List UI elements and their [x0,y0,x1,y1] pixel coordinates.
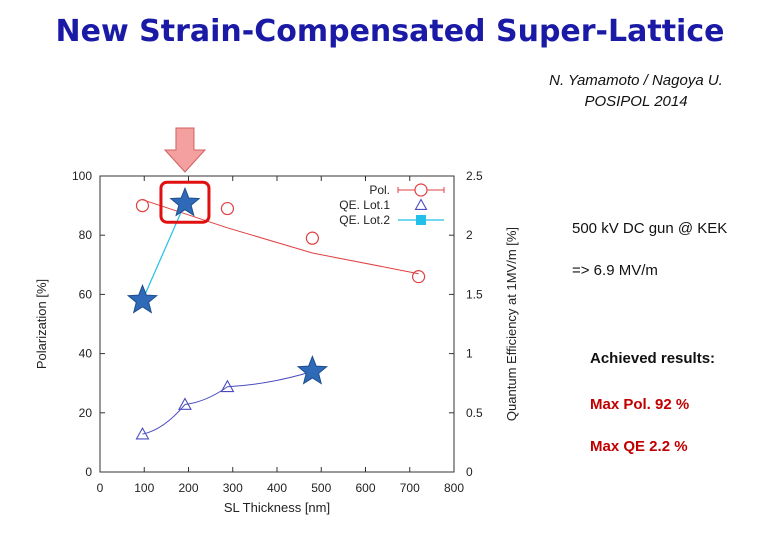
pol-point [220,201,235,216]
qe-lot1-fit-line [142,370,313,435]
note-field: => 6.9 MV/m [572,262,658,279]
results-heading: Achieved results: [590,350,716,367]
highlight-box [159,180,211,224]
note-gun: 500 kV DC gun @ KEK [572,220,728,237]
credit-block: N. Yamamoto / Nagoya U. POSIPOL 2014 [506,70,766,112]
highlight-star-icon [126,283,159,314]
legend-marker-qe-lot1 [414,198,428,210]
x-tick-label: 500 [311,481,331,495]
y-tick-label: 40 [79,347,93,361]
highlight-star-icon [169,186,201,217]
x-tick-label: 0 [97,481,104,495]
legend-label-qe-lot2: QE. Lot.2 [339,213,390,227]
y-tick-label: 100 [72,169,92,183]
y2-tick-label: 0.5 [466,406,483,420]
y2-tick-label: 0 [466,465,473,479]
pol-point [135,199,150,213]
result-max-pol: Max Pol. 92 % [590,396,690,413]
slide-title: New Strain-Compensated Super-Lattice [55,14,725,49]
pol-point [305,231,319,245]
y-axis-label: Polarization [%] [34,279,49,369]
legend-marker-pol [414,183,428,197]
y2-tick-label: 1.5 [466,287,483,301]
y2-tick-label: 2 [466,228,473,242]
result-max-qe: Max QE 2.2 % [590,438,688,455]
chart-axes: 0 100 200 300 400 500 600 700 80002040608010000.… [34,169,519,515]
chart-series [135,198,426,440]
pol-point [412,270,426,284]
x-tick-label: 200 [178,481,198,495]
x-tick-label: 700 [400,481,420,495]
y2-tick-label: 1 [466,347,473,361]
x-tick-label: 300 [223,481,243,495]
qe-lot2-line [141,202,186,301]
pol-fit-line [142,199,419,275]
down-arrow-icon [163,127,207,173]
qe-lot1-point [178,397,192,410]
qe-lot1-point [135,426,150,440]
x-tick-label: 800 [444,481,464,495]
y-tick-label: 20 [79,406,93,420]
legend-marker-qe-lot2 [416,215,426,225]
chart-overlay [126,127,329,385]
highlight-star-icon [296,355,329,385]
legend-label-pol: Pol. [369,183,390,197]
y-tick-label: 80 [79,228,93,242]
qe-lot1-point [220,379,235,393]
y-tick-label: 60 [79,287,93,301]
y2-tick-label: 2.5 [466,169,483,183]
y2-axis-label: Quantum Efficiency at 1MV/m [%] [504,227,519,421]
credit-event: POSIPOL 2014 [584,93,688,110]
x-axis-label: SL Thickness [nm] [224,500,330,515]
x-tick-label: 400 [267,481,287,495]
x-tick-label: 100 [134,481,154,495]
y-tick-label: 0 [85,465,92,479]
legend-label-qe-lot1: QE. Lot.1 [339,198,390,212]
chart-legend: Pol.QE. Lot.1QE. Lot.2 [339,183,445,227]
credit-author: N. Yamamoto / Nagoya U. [549,72,723,89]
x-tick-label: 600 [355,481,375,495]
